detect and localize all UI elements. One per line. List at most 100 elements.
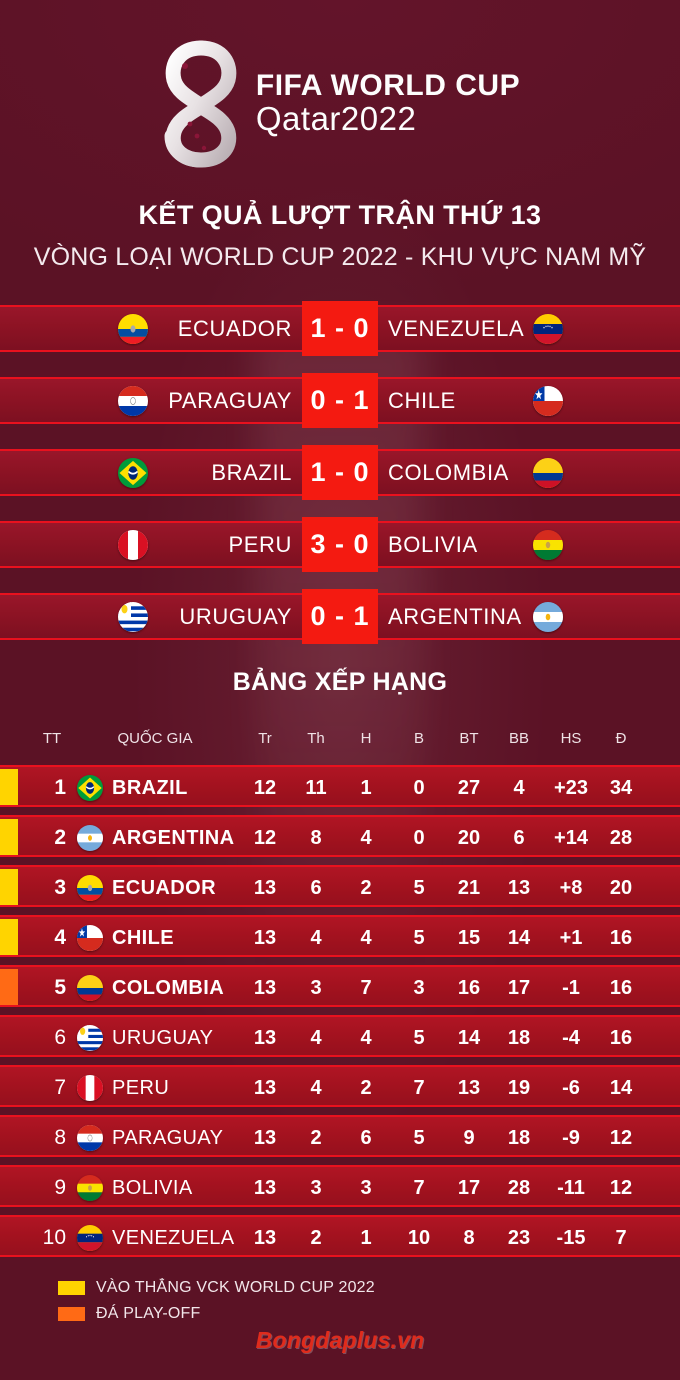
table-row[interactable]: 10 VENEZUELA 13 2 1 10 8 23 -15 7 (0, 1215, 680, 1257)
cell-hs: +14 (554, 827, 588, 849)
legend-label: ĐÁ PLAY-OFF (96, 1305, 201, 1322)
cell-hs: -4 (562, 1027, 580, 1049)
cell-d: 20 (609, 877, 633, 899)
logo-line-2: Qatar2022 (255, 99, 417, 137)
flag-bolivia-icon (533, 529, 563, 560)
flag-venezuela-icon (533, 313, 563, 344)
cell-tr: 13 (253, 927, 277, 949)
cell-bt: 14 (457, 1027, 481, 1049)
match-away-flag (533, 529, 563, 560)
cell-th: 2 (310, 1127, 322, 1149)
match-row[interactable]: BRAZIL 1 - 0 COLOMBIA (0, 445, 680, 500)
match-score: 1 - 0 (302, 301, 378, 356)
match-away-flag (533, 385, 563, 416)
flag-chile-icon (77, 925, 103, 951)
flag-colombia-icon (77, 975, 103, 1001)
col-header-h: H (360, 730, 372, 747)
cell-h: 4 (360, 927, 372, 949)
table-row[interactable]: 2 ARGENTINA 12 8 4 0 20 6 +14 28 (0, 815, 680, 857)
flag-peru-icon (77, 1075, 103, 1101)
match-home-team: PERU (228, 531, 292, 557)
match-home-flag (118, 457, 148, 488)
table-header-row: TT QUỐC GIA Tr Th H B BT BB HS Đ (0, 730, 680, 754)
table-row[interactable]: 7 PERU 13 4 2 7 13 19 -6 14 (0, 1065, 680, 1107)
qualification-marker (0, 969, 18, 1005)
legend-label: VÀO THẲNG VCK WORLD CUP 2022 (96, 1279, 375, 1296)
cell-hs: +8 (559, 877, 583, 899)
flag-paraguay-icon (77, 1125, 103, 1151)
cell-d: 14 (609, 1077, 633, 1099)
cell-tr: 13 (253, 977, 277, 999)
match-home-flag (118, 385, 148, 416)
table-row[interactable]: 4 CHILE 13 4 4 5 15 14 +1 16 (0, 915, 680, 957)
row-flag (77, 875, 103, 901)
table-row[interactable]: 6 URUGUAY 13 4 4 5 14 18 -4 16 (0, 1015, 680, 1057)
flag-venezuela-icon (77, 1225, 103, 1251)
cell-rank: 4 (54, 926, 66, 949)
table-row[interactable]: 8 PARAGUAY 13 2 6 5 9 18 -9 12 (0, 1115, 680, 1157)
cell-bt: 16 (457, 977, 481, 999)
match-score: 0 - 1 (302, 589, 378, 644)
cell-bt: 21 (457, 877, 481, 899)
cell-b: 3 (413, 977, 425, 999)
cell-tr: 13 (253, 1077, 277, 1099)
table-row[interactable]: 5 COLOMBIA 13 3 7 3 16 17 -1 16 (0, 965, 680, 1007)
legend-item: ĐÁ PLAY-OFF (58, 1301, 375, 1327)
match-row[interactable]: PERU 3 - 0 BOLIVIA (0, 517, 680, 572)
table-row[interactable]: 1 BRAZIL 12 11 1 0 27 4 +23 34 (0, 765, 680, 807)
cell-tr: 13 (253, 1127, 277, 1149)
cell-h: 3 (360, 1177, 372, 1199)
cell-hs: -15 (556, 1227, 586, 1249)
cell-th: 8 (310, 827, 322, 849)
cell-rank: 3 (54, 876, 66, 899)
match-home-team: ECUADOR (177, 315, 292, 341)
cell-country: PERU (112, 1077, 170, 1099)
match-home-team: BRAZIL (211, 459, 292, 485)
flag-uruguay-icon (77, 1025, 103, 1051)
cell-rank: 6 (54, 1026, 66, 1049)
cell-h: 6 (360, 1127, 372, 1149)
match-row[interactable]: URUGUAY 0 - 1 ARGENTINA (0, 589, 680, 644)
match-row[interactable]: ECUADOR 1 - 0 VENEZUELA (0, 301, 680, 356)
flag-uruguay-icon (118, 601, 148, 632)
cell-hs: +1 (559, 927, 583, 949)
flag-argentina-icon (77, 825, 103, 851)
flag-argentina-icon (533, 601, 563, 632)
col-header-th: Th (307, 730, 325, 747)
cell-th: 3 (310, 977, 322, 999)
cell-tr: 13 (253, 877, 277, 899)
row-flag (77, 1225, 103, 1251)
cell-th: 4 (310, 1077, 322, 1099)
cell-h: 1 (360, 1227, 372, 1249)
col-header-country: QUỐC GIA (117, 730, 193, 747)
cell-bt: 17 (457, 1177, 481, 1199)
cell-bb: 19 (507, 1077, 531, 1099)
cell-b: 5 (413, 877, 425, 899)
cell-d: 16 (609, 927, 633, 949)
cell-country: URUGUAY (112, 1027, 214, 1049)
flag-colombia-icon (533, 457, 563, 488)
flag-brazil-icon (77, 775, 103, 801)
col-header-tt: TT (42, 730, 62, 747)
cell-bt: 9 (463, 1127, 475, 1149)
table-row[interactable]: 9 BOLIVIA 13 3 3 7 17 28 -11 12 (0, 1165, 680, 1207)
cell-country: VENEZUELA (112, 1227, 235, 1249)
cell-rank: 9 (54, 1176, 66, 1199)
cell-th: 4 (310, 927, 322, 949)
row-flag (77, 775, 103, 801)
cell-bb: 6 (513, 827, 525, 849)
cell-d: 28 (609, 827, 633, 849)
match-row[interactable]: PARAGUAY 0 - 1 CHILE (0, 373, 680, 428)
standings-title: BẢNG XẾP HẠNG (232, 668, 448, 696)
qualification-marker (0, 769, 18, 805)
standings-table: 1 BRAZIL 12 11 1 0 27 4 +23 34 2 ARGENTINA 12 8 4… (0, 765, 680, 1265)
cell-country: CHILE (112, 927, 174, 949)
flag-paraguay-icon (118, 385, 148, 416)
cell-h: 2 (360, 877, 372, 899)
cell-country: BOLIVIA (112, 1177, 193, 1199)
cell-rank: 2 (54, 826, 66, 849)
row-flag (77, 1075, 103, 1101)
cell-country: ARGENTINA (112, 827, 235, 849)
table-row[interactable]: 3 ECUADOR 13 6 2 5 21 13 +8 20 (0, 865, 680, 907)
